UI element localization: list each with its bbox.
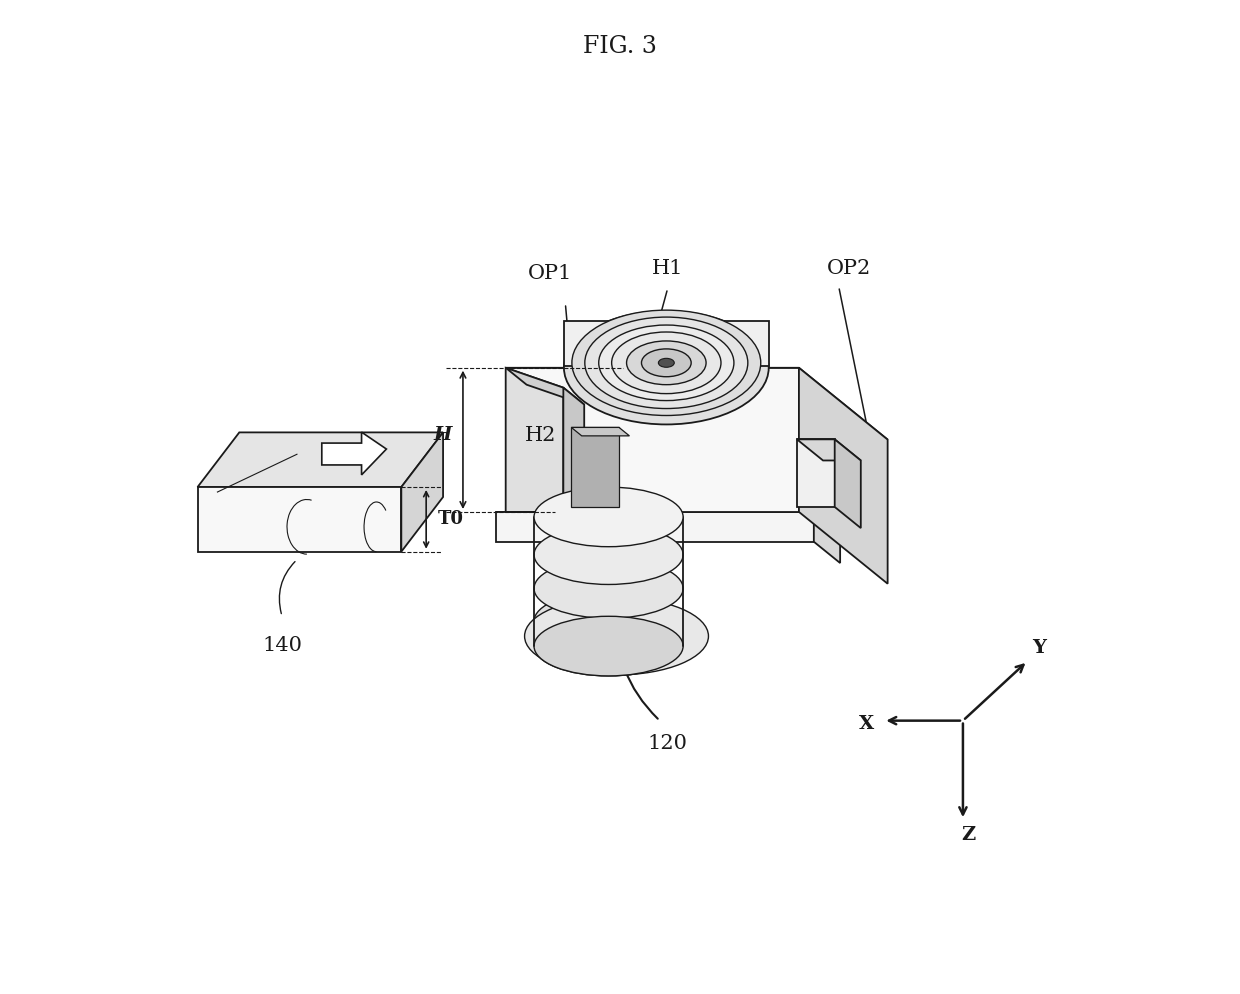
- Polygon shape: [197, 432, 443, 487]
- Text: H1: H1: [652, 259, 683, 278]
- Ellipse shape: [534, 559, 683, 618]
- Ellipse shape: [534, 616, 683, 676]
- Polygon shape: [322, 432, 387, 475]
- Text: FIG. 3: FIG. 3: [583, 35, 657, 58]
- Ellipse shape: [534, 487, 683, 547]
- Ellipse shape: [599, 325, 734, 401]
- Polygon shape: [813, 512, 841, 563]
- Text: T0: T0: [438, 510, 464, 529]
- Polygon shape: [496, 512, 841, 533]
- Ellipse shape: [611, 332, 720, 394]
- Text: Y: Y: [1033, 639, 1047, 657]
- Ellipse shape: [626, 341, 706, 385]
- Polygon shape: [496, 512, 813, 542]
- Polygon shape: [563, 388, 584, 529]
- Ellipse shape: [534, 616, 683, 676]
- Polygon shape: [797, 439, 861, 460]
- Text: X: X: [859, 715, 874, 733]
- Polygon shape: [572, 427, 619, 507]
- Polygon shape: [506, 368, 563, 512]
- Polygon shape: [197, 487, 402, 552]
- Text: 120: 120: [647, 734, 688, 752]
- Text: H: H: [434, 425, 453, 444]
- Polygon shape: [506, 368, 799, 512]
- Ellipse shape: [572, 310, 761, 415]
- Ellipse shape: [564, 311, 769, 424]
- Text: OP2: OP2: [827, 259, 870, 278]
- Ellipse shape: [534, 525, 683, 584]
- Polygon shape: [506, 368, 888, 439]
- Polygon shape: [572, 427, 630, 435]
- Text: OP1: OP1: [528, 264, 573, 283]
- Polygon shape: [506, 368, 584, 405]
- Ellipse shape: [585, 317, 748, 409]
- Polygon shape: [835, 439, 861, 528]
- Ellipse shape: [641, 349, 691, 377]
- Polygon shape: [797, 439, 835, 507]
- Text: 140: 140: [262, 636, 303, 655]
- Text: Z: Z: [961, 826, 975, 844]
- Ellipse shape: [658, 359, 675, 367]
- Text: H2: H2: [525, 426, 557, 445]
- Ellipse shape: [534, 591, 683, 651]
- Polygon shape: [799, 368, 888, 583]
- Polygon shape: [402, 432, 443, 552]
- Ellipse shape: [525, 597, 708, 675]
- Polygon shape: [564, 321, 769, 366]
